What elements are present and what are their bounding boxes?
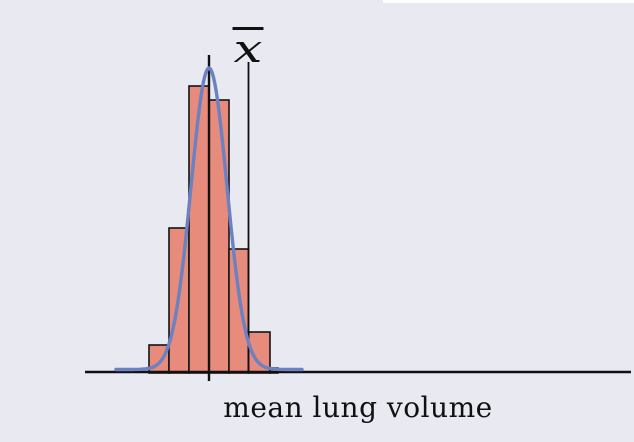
histogram-bar bbox=[208, 99, 230, 374]
top-white-strip bbox=[383, 0, 634, 3]
normal-curve bbox=[114, 65, 304, 372]
histogram-bar bbox=[188, 85, 210, 374]
histogram-bar bbox=[228, 248, 250, 374]
xbar-overline bbox=[232, 27, 264, 30]
x-axis-label: mean lung volume bbox=[223, 391, 493, 424]
xbar-label: x bbox=[234, 30, 263, 68]
xbar-glyph: x bbox=[233, 27, 263, 71]
